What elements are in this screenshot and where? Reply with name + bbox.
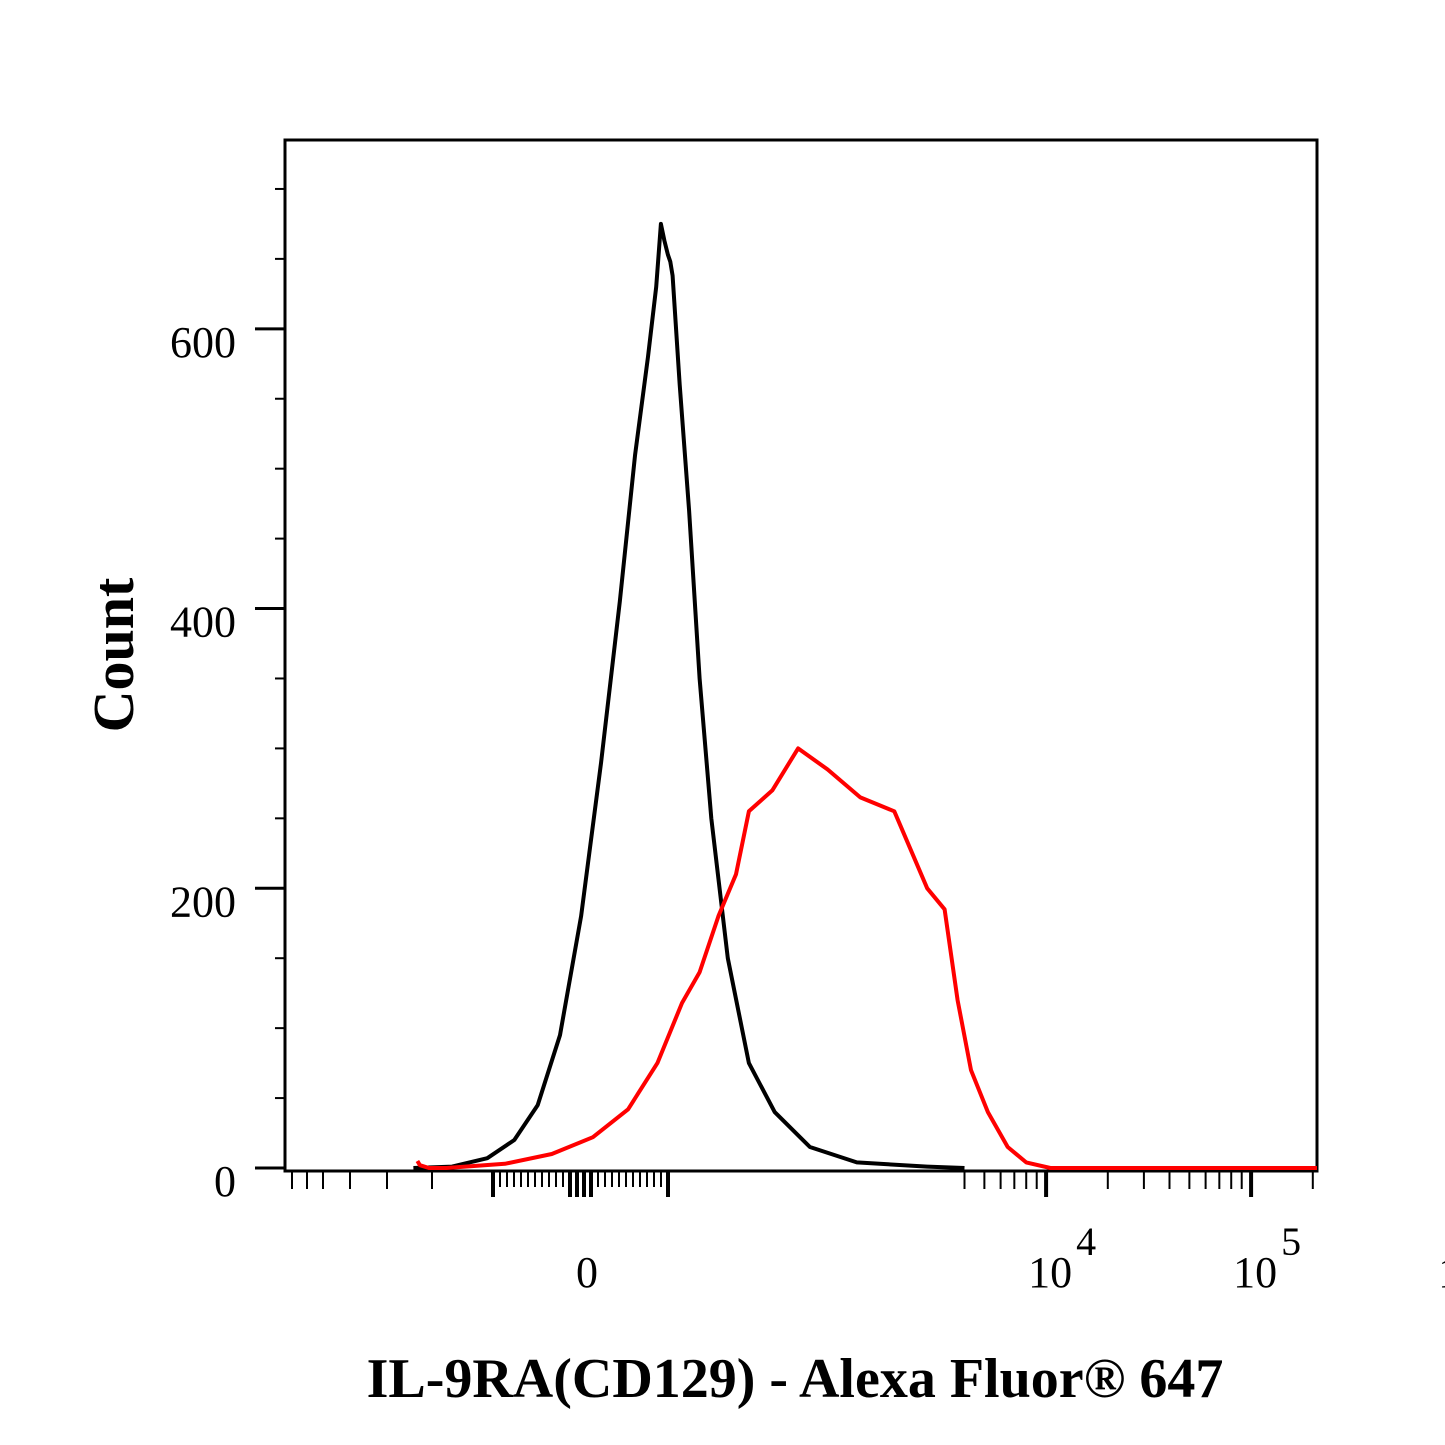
y-minor-ticks — [275, 187, 285, 1100]
x-tick-label-exponent: 4 — [1076, 1219, 1096, 1264]
y-axis-label: Count — [81, 577, 146, 732]
series-layer — [413, 221, 1317, 1170]
plot-frame — [283, 138, 1319, 1173]
x-tick-label-base: 10 — [1233, 1248, 1277, 1297]
series-line-1 — [413, 221, 965, 1170]
x-tick-label: 0 — [576, 1248, 598, 1297]
x-axis-ticks: 0104105106 — [291, 1171, 1445, 1297]
y-tick-label: 600 — [170, 318, 236, 367]
x-tick-label-base: 10 — [1028, 1248, 1072, 1297]
y-tick-label: 400 — [170, 598, 236, 647]
y-tick-label: 0 — [214, 1157, 236, 1206]
x-axis-label: IL-9RA(CD129) - Alexa Fluor® 647 — [367, 1348, 1224, 1410]
series-line-2 — [415, 746, 1317, 1170]
x-tick-label-exponent: 5 — [1281, 1219, 1301, 1264]
x-tick-label-base: 10 — [1438, 1248, 1445, 1297]
y-axis-ticks: 0 200 400 600 — [170, 318, 285, 1206]
y-tick-label: 200 — [170, 877, 236, 926]
